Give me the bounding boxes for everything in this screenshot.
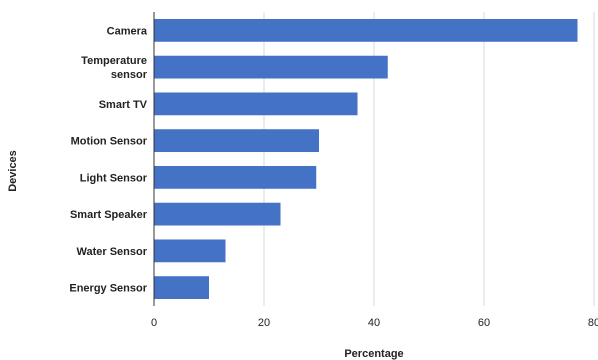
category-label: Light Sensor: [80, 172, 148, 184]
x-tick-label: 0: [151, 317, 157, 329]
bar: [154, 202, 281, 226]
bar: [154, 55, 388, 79]
bar: [154, 276, 209, 300]
x-tick-label: 20: [258, 317, 270, 329]
bar: [154, 239, 226, 263]
category-label: Temperature sensor: [81, 55, 148, 81]
bar: [154, 165, 317, 189]
x-tick-label: 80: [588, 317, 598, 329]
category-label: Camera: [107, 25, 148, 37]
labels: 0 20 40 60 80 Camera Temperature sensor Smart TV…: [69, 25, 598, 329]
x-tick-label: 60: [478, 317, 490, 329]
x-axis-title: Percentage: [344, 348, 403, 360]
category-label: Smart Speaker: [70, 209, 148, 221]
category-label: Motion Sensor: [71, 136, 148, 148]
category-label: Smart TV: [99, 99, 148, 111]
bar: [154, 18, 578, 42]
bar: [154, 129, 319, 153]
bar: [154, 92, 358, 116]
category-label: Energy Sensor: [69, 283, 147, 295]
bars: [154, 18, 578, 300]
y-axis-title: Devices: [7, 150, 19, 192]
category-label: Water Sensor: [76, 246, 147, 258]
x-tick-label: 40: [368, 317, 380, 329]
